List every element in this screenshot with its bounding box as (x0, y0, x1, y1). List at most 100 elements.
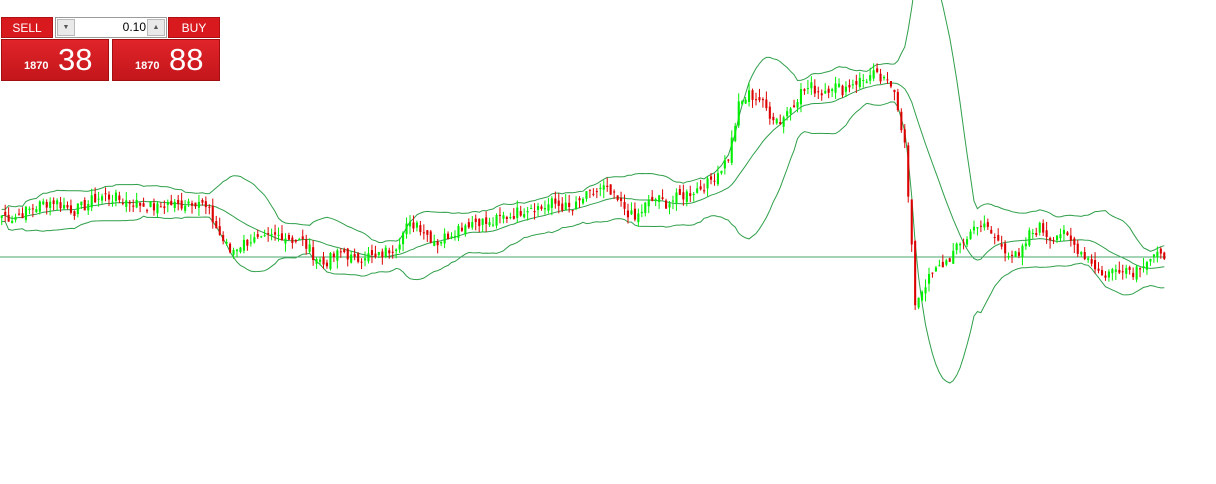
candle-body (810, 82, 813, 89)
candle (644, 201, 647, 217)
candle-body (0, 215, 3, 218)
candle-body (509, 217, 512, 219)
candle (789, 106, 792, 121)
candle-body (928, 274, 931, 284)
candle (215, 215, 218, 229)
candle-body (595, 191, 598, 193)
sell-price-prefix: 1870 (24, 60, 49, 72)
candle (429, 229, 432, 244)
candle-body (1101, 270, 1104, 276)
candle (1118, 261, 1121, 275)
candle (526, 206, 529, 221)
candle (914, 239, 917, 311)
candle-body (83, 200, 86, 211)
candle (415, 220, 418, 232)
candle (827, 85, 830, 99)
buy-button[interactable]: BUY (168, 17, 220, 38)
candle (782, 115, 785, 134)
candle (962, 238, 965, 250)
candle-body (855, 81, 858, 85)
candle-body (1090, 259, 1093, 264)
candle-body (1083, 252, 1086, 260)
candle-body (692, 194, 695, 196)
candle-body (1125, 268, 1128, 274)
candle-body (104, 193, 107, 195)
candle (440, 241, 443, 247)
candle (353, 248, 356, 261)
candle (616, 195, 619, 202)
candle-body (1000, 244, 1003, 247)
candle (772, 112, 775, 125)
candle (177, 194, 180, 211)
candle-body (1042, 223, 1045, 233)
candle (692, 191, 695, 202)
candle (665, 198, 668, 209)
candle-body (481, 218, 484, 225)
buy-price-button[interactable]: 1870 88 (112, 39, 220, 81)
candle (485, 211, 488, 232)
candle (332, 251, 335, 263)
sell-button[interactable]: SELL (1, 17, 53, 38)
candle-body (838, 83, 841, 87)
candle-body (630, 210, 633, 215)
candle-body (1114, 269, 1117, 272)
candle-body (786, 111, 789, 117)
candle-body (976, 227, 979, 229)
candle (42, 198, 45, 206)
candle (1128, 265, 1131, 275)
candle (990, 226, 993, 234)
candle-body (962, 242, 965, 244)
candle-body (7, 214, 10, 222)
candle (31, 203, 34, 218)
candle (924, 279, 927, 302)
candle (505, 215, 508, 224)
candle (467, 218, 470, 229)
candle-body (765, 99, 768, 109)
candle-body (986, 222, 989, 227)
candle-body (1152, 254, 1155, 257)
candle-body (609, 184, 612, 195)
candle-body (1038, 222, 1041, 233)
candle (370, 244, 373, 264)
candle (1114, 264, 1117, 281)
candle (751, 88, 754, 108)
candle-body (647, 199, 650, 207)
triangle-up-icon[interactable]: ▲ (147, 19, 165, 36)
candle-body (938, 265, 941, 267)
candle-body (623, 202, 626, 209)
candle-body (201, 200, 204, 203)
candle (1163, 251, 1166, 261)
candle-body (460, 227, 463, 231)
candle-body (505, 217, 508, 219)
triangle-down-icon[interactable]: ▼ (57, 19, 75, 36)
candle (242, 234, 245, 254)
candle (512, 208, 515, 220)
candle-body (381, 251, 384, 258)
candle-body (152, 203, 155, 211)
candle (537, 202, 540, 217)
candle (229, 242, 232, 254)
lot-size-stepper[interactable]: ▼ ▲ (55, 17, 167, 38)
candle (838, 78, 841, 88)
candle (35, 206, 38, 213)
candle (1142, 257, 1145, 273)
candle-body (218, 226, 221, 235)
sell-price-pips: 38 (58, 42, 93, 77)
candle (287, 232, 290, 241)
candle-body (14, 216, 17, 220)
candle-body (232, 250, 235, 255)
candle (685, 189, 688, 207)
candle (865, 78, 868, 84)
candle-body (945, 260, 948, 265)
candle (474, 214, 477, 231)
sell-price-button[interactable]: 1870 38 (1, 39, 109, 81)
lot-size-input[interactable] (76, 18, 146, 37)
candle (654, 197, 657, 207)
candle-body (312, 247, 315, 261)
candle (1007, 252, 1010, 260)
candle (1069, 227, 1072, 247)
candle-body (398, 244, 401, 250)
candle-body (339, 251, 342, 253)
candle-body (11, 220, 14, 223)
